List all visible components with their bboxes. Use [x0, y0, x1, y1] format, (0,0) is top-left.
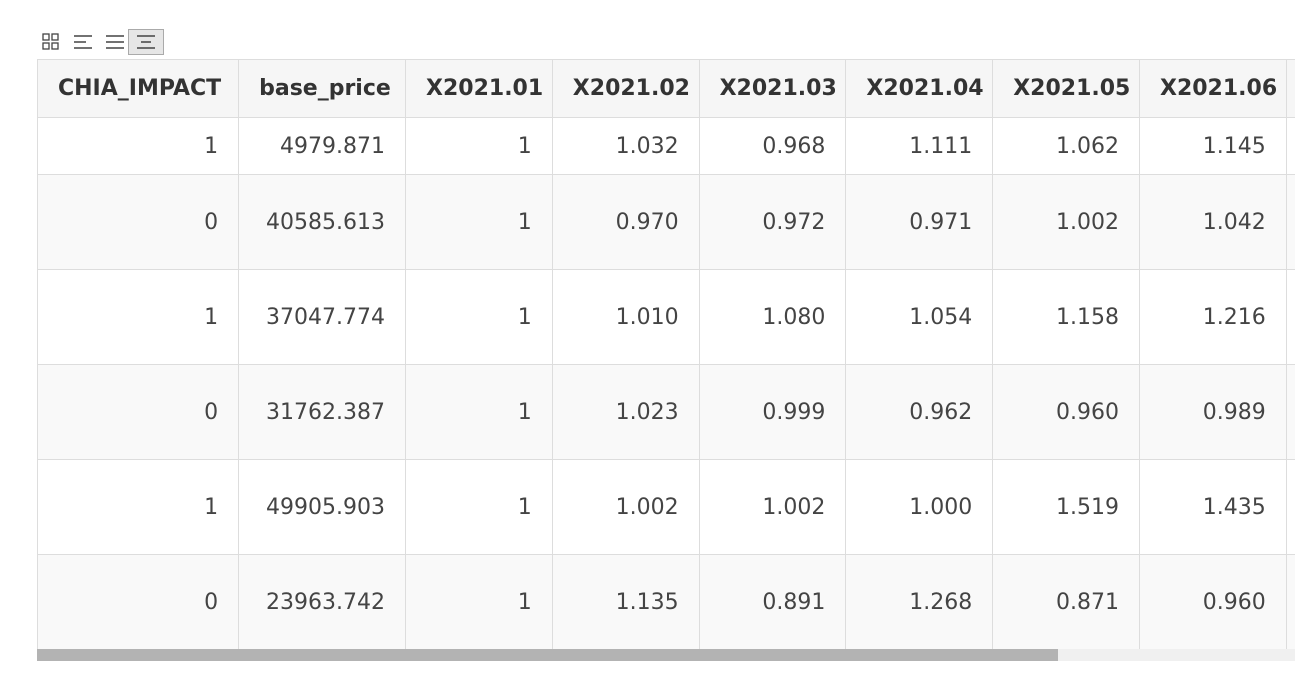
column-header-overflow [1285, 59, 1295, 118]
table-cell: 1.054 [845, 269, 994, 365]
table-row: 1 49905.903 1 1.002 1.002 1.000 1.519 1.… [37, 459, 1295, 555]
table-cell: 0.968 [698, 117, 847, 175]
align-justify-icon [105, 32, 125, 52]
table-cell: 37047.774 [238, 269, 406, 365]
table-cell: 1 [37, 117, 240, 175]
grid-view-button[interactable] [38, 29, 64, 55]
table-row: 1 4979.871 1 1.032 0.968 1.111 1.062 1.1… [37, 117, 1295, 175]
align-left-button[interactable] [70, 29, 96, 55]
table-cell: 0.962 [845, 364, 994, 460]
header-row: CHIA_IMPACT base_price X2021.01 X2021.02… [37, 59, 1295, 118]
table-cell: 1.002 [551, 459, 700, 555]
horizontal-scrollbar-thumb[interactable] [37, 649, 1058, 661]
table-cell: 1.519 [992, 459, 1140, 555]
table-cell: 0 [37, 554, 240, 649]
table-cell: 1 [405, 364, 553, 460]
table-cell: 0 [37, 174, 240, 270]
column-header-chia-impact[interactable]: CHIA_IMPACT [37, 59, 240, 118]
table-cell: 0.989 [1138, 364, 1287, 460]
table-cell [1285, 554, 1295, 649]
table-row: 0 23963.742 1 1.135 0.891 1.268 0.871 0.… [37, 554, 1295, 649]
align-justify-button[interactable] [102, 29, 128, 55]
table-cell: 1.010 [551, 269, 700, 365]
table-cell: 1.032 [551, 117, 700, 175]
table-cell: 1 [405, 459, 553, 555]
table-cell: 0.871 [992, 554, 1140, 649]
table-cell: 1.158 [992, 269, 1140, 365]
table-row: 0 40585.613 1 0.970 0.972 0.971 1.002 1.… [37, 174, 1295, 270]
table-cell: 4979.871 [238, 117, 406, 175]
table-cell: 0.999 [698, 364, 847, 460]
table-cell: 1 [405, 554, 553, 649]
table-cell: 1.002 [698, 459, 847, 555]
column-header-x2021-02[interactable]: X2021.02 [551, 59, 700, 118]
grid-icon [41, 32, 61, 52]
table-cell [1285, 174, 1295, 270]
data-table: CHIA_IMPACT base_price X2021.01 X2021.02… [37, 59, 1295, 649]
table-cell [1285, 269, 1295, 365]
table-cell: 0.970 [551, 174, 700, 270]
data-table-viewport[interactable]: CHIA_IMPACT base_price X2021.01 X2021.02… [37, 59, 1295, 649]
table-cell: 1.062 [992, 117, 1140, 175]
table-cell: 1 [37, 269, 240, 365]
table-cell: 1.080 [698, 269, 847, 365]
table-cell: 1.000 [845, 459, 994, 555]
horizontal-scrollbar[interactable] [37, 649, 1295, 661]
table-cell: 0.891 [698, 554, 847, 649]
table-cell: 1 [37, 459, 240, 555]
table-cell: 1.002 [992, 174, 1140, 270]
table-cell: 40585.613 [238, 174, 406, 270]
table-cell: 1.145 [1138, 117, 1287, 175]
table-cell: 0.960 [1138, 554, 1287, 649]
table-cell: 1.435 [1138, 459, 1287, 555]
table-row: 1 37047.774 1 1.010 1.080 1.054 1.158 1.… [37, 269, 1295, 365]
align-left-icon [73, 32, 93, 52]
table-cell: 1 [405, 174, 553, 270]
column-header-x2021-01[interactable]: X2021.01 [405, 59, 553, 118]
column-header-base-price[interactable]: base_price [238, 59, 406, 118]
table-cell: 1.268 [845, 554, 994, 649]
table-cell: 0.960 [992, 364, 1140, 460]
table-cell: 1.135 [551, 554, 700, 649]
table-cell: 1 [405, 269, 553, 365]
table-cell: 0 [37, 364, 240, 460]
table-cell [1285, 459, 1295, 555]
column-header-x2021-05[interactable]: X2021.05 [992, 59, 1140, 118]
column-header-x2021-06[interactable]: X2021.06 [1138, 59, 1287, 118]
view-toolbar [38, 27, 170, 57]
table-cell: 31762.387 [238, 364, 406, 460]
table-cell: 0.971 [845, 174, 994, 270]
align-center-button[interactable] [128, 29, 164, 55]
table-row: 0 31762.387 1 1.023 0.999 0.962 0.960 0.… [37, 364, 1295, 460]
table-cell: 49905.903 [238, 459, 406, 555]
table-cell: 1.042 [1138, 174, 1287, 270]
table-cell: 23963.742 [238, 554, 406, 649]
column-header-x2021-04[interactable]: X2021.04 [845, 59, 994, 118]
table-cell: 1 [405, 117, 553, 175]
table-cell [1285, 364, 1295, 460]
table-cell: 1.216 [1138, 269, 1287, 365]
column-header-x2021-03[interactable]: X2021.03 [698, 59, 847, 118]
align-center-icon [136, 32, 156, 52]
table-cell: 1.111 [845, 117, 994, 175]
table-cell [1285, 117, 1295, 175]
table-cell: 1.023 [551, 364, 700, 460]
table-cell: 0.972 [698, 174, 847, 270]
